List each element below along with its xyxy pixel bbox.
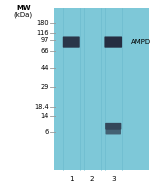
Text: 14: 14	[40, 113, 49, 119]
FancyBboxPatch shape	[106, 129, 121, 134]
FancyBboxPatch shape	[63, 36, 80, 48]
Text: 180: 180	[36, 20, 49, 26]
Text: (kDa): (kDa)	[14, 11, 33, 18]
Text: 116: 116	[36, 30, 49, 36]
FancyBboxPatch shape	[104, 36, 122, 48]
Text: 2: 2	[90, 176, 94, 182]
Text: 1: 1	[69, 176, 74, 182]
Text: MW: MW	[16, 5, 31, 11]
Text: 44: 44	[40, 65, 49, 71]
Text: 97: 97	[40, 37, 49, 43]
Text: 29: 29	[40, 84, 49, 90]
FancyBboxPatch shape	[105, 123, 121, 130]
Text: 18.4: 18.4	[34, 104, 49, 110]
Text: 66: 66	[40, 48, 49, 54]
Bar	[54, 8, 148, 170]
Text: 6: 6	[45, 129, 49, 135]
Text: AMPDA1: AMPDA1	[131, 39, 150, 45]
Text: 3: 3	[111, 176, 116, 182]
